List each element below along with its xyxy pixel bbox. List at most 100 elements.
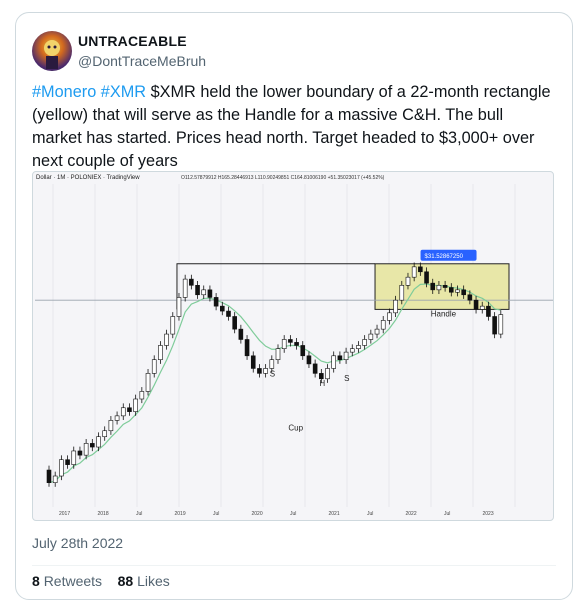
candle-body: [337, 355, 343, 361]
tweet-text-segment: $XMR held the lower boundary of a 22-mon…: [32, 83, 551, 170]
x-tick-label: 2023: [483, 511, 494, 517]
candle-body: [114, 415, 120, 421]
candle-body: [393, 299, 398, 314]
candle-body: [362, 339, 367, 346]
candle-body: [455, 289, 460, 293]
tweet-text: #Monero #XMR $XMR held the lower boundar…: [32, 81, 552, 173]
chart-image[interactable]: $31.52867250 S H S Cup Handle 2017 2018 Jul 2019 J…: [32, 171, 554, 521]
candle-body: [312, 363, 318, 374]
candle-body: [151, 359, 157, 374]
annotation-handle: Handle: [431, 309, 457, 318]
x-tick-label: Jul: [136, 511, 142, 517]
candle-body: [213, 297, 219, 307]
hashtag-link[interactable]: #Monero: [32, 83, 97, 101]
candle-body: [325, 368, 330, 380]
candle-body: [461, 289, 466, 296]
candle-body: [467, 294, 473, 301]
retweets-count: 8: [32, 573, 40, 589]
candle-body: [418, 266, 423, 273]
chart-header: Dollar · 1M · POLONIEX · TradingView: [36, 175, 140, 181]
candle-body: [195, 285, 200, 296]
candle-body: [343, 351, 349, 361]
candle-body: [275, 348, 281, 361]
candle-body: [399, 285, 405, 301]
candle-body: [189, 278, 194, 286]
candle-body: [442, 285, 448, 288]
likes-stat[interactable]: 88 Likes: [118, 573, 170, 589]
candle-body: [219, 305, 225, 312]
tweet-stats: 8 Retweets 88 Likes: [32, 573, 170, 589]
tweet-date[interactable]: July 28th 2022: [32, 535, 124, 551]
candle-body: [436, 285, 442, 291]
candle-body: [356, 345, 361, 349]
candle-body: [232, 316, 237, 330]
candle-body: [176, 297, 182, 317]
candle-body: [486, 305, 491, 317]
candle-body: [207, 289, 213, 298]
candle-body: [59, 459, 64, 477]
candle-body: [281, 339, 287, 349]
candle-body: [127, 407, 132, 412]
candle-body: [83, 443, 89, 456]
candle-body: [90, 443, 95, 448]
candle-body: [96, 436, 101, 448]
candle-body: [424, 271, 429, 284]
candlestick-chart: $31.52867250 S H S Cup Handle 2017 2018 Jul 2019 J…: [35, 184, 553, 517]
x-tick-label: 2021: [329, 511, 340, 517]
x-tick-label: 2018: [98, 511, 109, 517]
candle-body: [139, 391, 145, 400]
retweets-label: Retweets: [43, 573, 103, 589]
user-handle[interactable]: @DontTraceMeBruh: [78, 53, 207, 69]
avatar[interactable]: [32, 31, 72, 71]
candle-body: [498, 314, 504, 335]
candle-body: [269, 359, 275, 369]
x-tick-label: Jul: [367, 511, 373, 517]
candle-body: [306, 355, 312, 365]
likes-count: 88: [117, 573, 134, 589]
candle-body: [46, 469, 52, 483]
candle-body: [120, 407, 126, 417]
candle-body: [77, 450, 83, 456]
chart-ohlc: O112.57879912 H165.28446913 L110.9024985…: [181, 175, 385, 181]
likes-label: Likes: [137, 573, 170, 589]
x-tick-label: 2017: [59, 511, 70, 517]
candle-body: [170, 316, 176, 335]
candle-body: [479, 305, 485, 310]
moving-average-line: [48, 283, 501, 484]
candle-body: [102, 430, 108, 438]
candle-body: [182, 278, 188, 298]
candle-body: [492, 316, 497, 335]
candle-body: [145, 373, 151, 392]
display-name[interactable]: UNTRACEABLE: [78, 33, 187, 49]
x-tick-label: Jul: [213, 511, 219, 517]
retweets-stat[interactable]: 8 Retweets: [32, 573, 102, 589]
divider: [32, 565, 556, 566]
hashtag-link[interactable]: #XMR: [100, 83, 147, 101]
candle-body: [65, 459, 70, 465]
candle-body: [319, 373, 324, 380]
candle-body: [430, 282, 436, 291]
candle-body: [374, 328, 380, 335]
candle-body: [244, 339, 250, 357]
x-tick-label: Jul: [290, 511, 296, 517]
price-label-box: [420, 249, 477, 261]
candle-body: [238, 328, 244, 340]
annotation-s2: S: [344, 374, 349, 383]
price-label: $31.52867250: [425, 254, 464, 260]
cup-rim-line: [176, 263, 376, 310]
avatar-art-icon: [44, 40, 60, 69]
annotation-h: H: [319, 379, 325, 388]
annotation-s1: S: [270, 370, 275, 379]
candle-body: [368, 333, 374, 340]
candle-body: [473, 299, 479, 310]
candle-body: [300, 345, 306, 357]
candle-body: [448, 287, 454, 293]
candle-body: [158, 345, 163, 361]
candle-body: [288, 339, 293, 343]
candle-body: [349, 348, 355, 353]
candle-body: [52, 475, 58, 483]
candle-body: [387, 312, 392, 321]
candle-body: [331, 355, 337, 369]
candle-body: [133, 398, 138, 412]
candle-body: [250, 355, 256, 369]
